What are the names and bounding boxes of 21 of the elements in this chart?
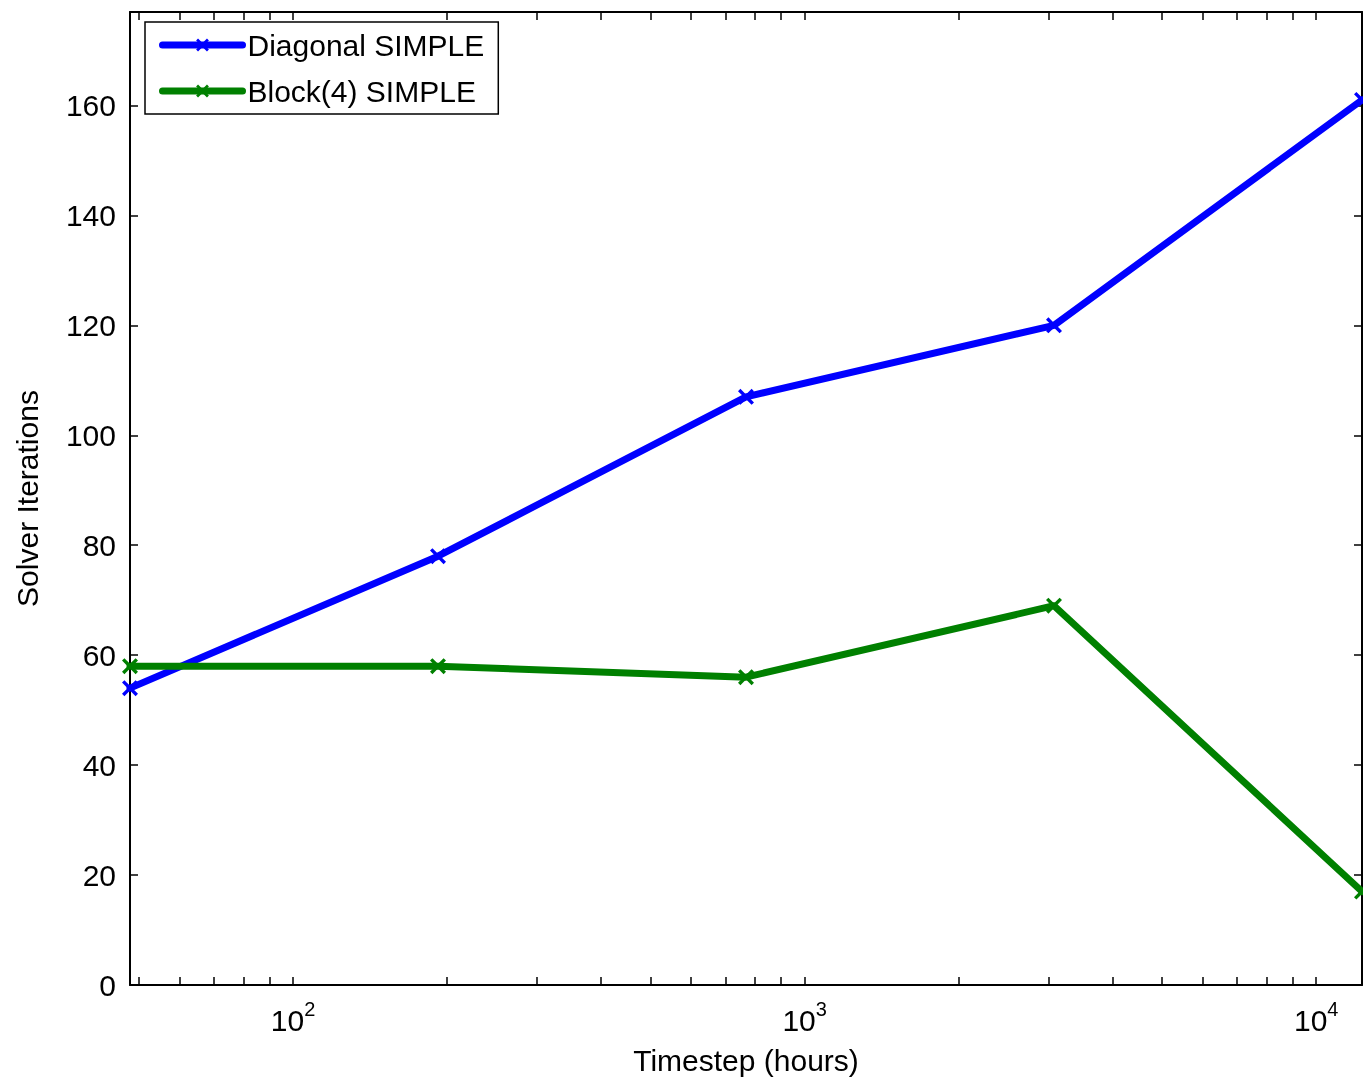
y-tick-label: 120 [65,308,116,342]
legend-label: Block(4) SIMPLE [247,74,476,108]
y-axis-title: Solver Iterations [10,390,44,607]
y-tick-label: 160 [65,88,116,122]
point [122,658,138,675]
y-tick-label: 140 [65,198,116,232]
y-tick-label: 100 [65,418,116,452]
point [1046,317,1062,334]
point [738,388,754,405]
point [430,658,446,675]
y-tick-label: 80 [82,528,116,562]
y-tick-label: 40 [82,748,116,782]
legend-label: Diagonal SIMPLE [247,28,485,62]
point [738,669,754,686]
point [1046,597,1062,614]
point [122,680,138,697]
x-axis-title: Timestep (hours) [633,1043,859,1077]
y-tick-label: 20 [82,858,116,892]
point [430,548,446,565]
y-tick-label: 60 [82,638,116,672]
y-tick-label: 0 [99,968,116,1002]
